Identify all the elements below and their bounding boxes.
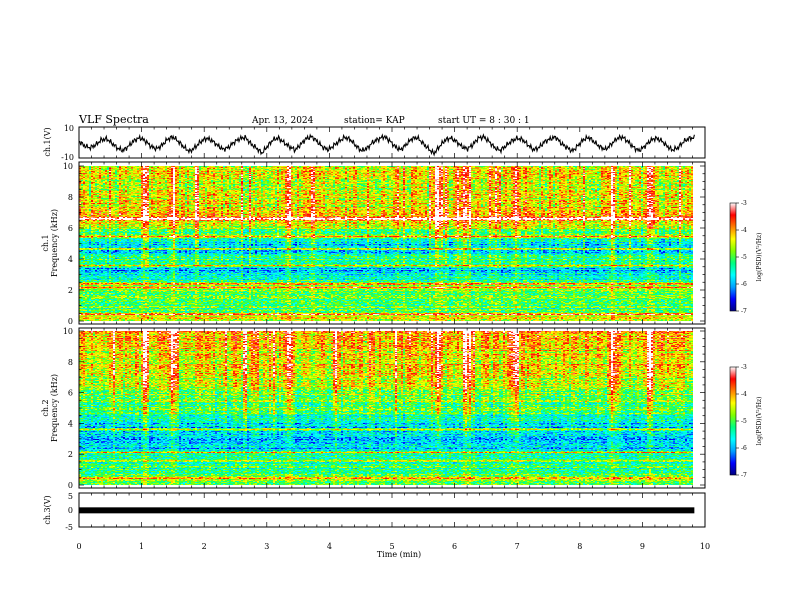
ch1-waveform-panel: 10 -10 ch.1(V) (43, 124, 706, 162)
ch1-spectrogram-panel: 0 2 4 6 8 10 ch.1 Frequency (kHz) (41, 161, 706, 326)
ch3-ytick-mid: 0 (68, 506, 73, 515)
ch1-waveform-xticks (78, 127, 706, 158)
colorbar-tick-label: -6 (741, 445, 747, 452)
time-axis-label: Time (min) (377, 550, 421, 559)
ch2-colorbar: -3 -4 -5 -6 -7 log(PSD)(V²/Hz) (729, 364, 763, 479)
ch1-ytick-top: 10 (64, 124, 74, 133)
colorbar-tick-label: -5 (741, 418, 747, 425)
ch3-waveform-panel: 5 0 -5 ch.3(V) (43, 492, 706, 532)
ch1-spectrogram-image (79, 166, 693, 321)
colorbar-tick-label: -7 (741, 308, 747, 315)
time-tick-label: 5 (389, 542, 394, 551)
ch1-ylabel: ch.1(V) (43, 127, 52, 156)
time-tick-label: 1 (139, 542, 144, 551)
time-axis-tick-labels: 0 1 2 3 4 5 6 7 8 9 10 (76, 542, 710, 551)
ch2-spectrogram-panel: 0 2 4 6 8 10 ch.2 Frequency (kHz) (41, 327, 706, 490)
freq-tick-label: 0 (68, 481, 73, 490)
ch1-colorbar-ticks: -3 -4 -5 -6 -7 (736, 200, 747, 315)
ch3-ytick-bottom: -5 (65, 523, 73, 532)
freq-tick-label: 6 (68, 389, 73, 398)
ch2-colorbar-label: log(PSD)(V²/Hz) (756, 397, 763, 446)
ch2-colorbar-ticks: -3 -4 -5 -6 -7 (736, 364, 747, 479)
freq-tick-label: 10 (63, 327, 73, 336)
colorbar-tick-label: -3 (741, 200, 747, 207)
time-tick-label: 10 (700, 542, 710, 551)
ch3-ytick-top: 5 (68, 492, 73, 501)
colorbar-tick-label: -3 (741, 364, 747, 371)
freq-tick-label: 0 (68, 317, 73, 326)
time-tick-label: 7 (515, 542, 520, 551)
freq-tick-label: 4 (68, 419, 73, 428)
freq-tick-label: 6 (68, 224, 73, 233)
time-tick-label: 0 (76, 542, 81, 551)
ch2-colorbar-ramp (729, 366, 737, 476)
ch2-spectrogram-ylabel-freq: Frequency (kHz) (50, 374, 59, 442)
freq-tick-label: 8 (68, 358, 73, 367)
ch3-waveform-xticks (78, 493, 706, 527)
ch1-spectrogram-yticks: 0 2 4 6 8 10 (63, 162, 705, 326)
ch2-spectrogram-yticks: 0 2 4 6 8 10 (63, 327, 705, 490)
time-tick-label: 8 (577, 542, 582, 551)
ch1-waveform-line (78, 133, 695, 157)
ch1-colorbar: -3 -4 -5 -6 -7 log(PSD)(V²/Hz) (729, 200, 763, 315)
colorbar-tick-label: -5 (741, 254, 747, 261)
figure-title: VLF Spectra (78, 113, 149, 126)
freq-tick-label: 10 (63, 162, 73, 171)
freq-tick-label: 2 (68, 450, 73, 459)
time-tick-label: 4 (327, 542, 332, 551)
time-tick-label: 2 (202, 542, 207, 551)
ch1-spectrogram-ylabel-freq: Frequency (kHz) (50, 209, 59, 277)
ch3-waveform-band (79, 507, 695, 514)
date-label: Apr. 13, 2024 (251, 116, 314, 126)
ch2-spectrogram-image (79, 331, 693, 485)
ch2-spectrogram-ylabel-channel: ch.2 (41, 399, 50, 416)
time-tick-label: 9 (640, 542, 645, 551)
ch1-colorbar-label: log(PSD)(V²/Hz) (756, 233, 763, 282)
freq-tick-label: 4 (68, 255, 73, 264)
start-time-label: start UT = 8 : 30 : 1 (438, 116, 530, 126)
ch1-ytick-bottom: -10 (61, 153, 74, 162)
ch1-colorbar-ramp (729, 202, 737, 312)
colorbar-tick-label: -6 (741, 281, 747, 288)
colorbar-tick-label: -4 (741, 227, 747, 234)
colorbar-tick-label: -7 (741, 472, 747, 479)
ch1-spectrogram-ylabel-channel: ch.1 (41, 234, 50, 251)
ch2-spectrogram-xticks (78, 328, 706, 488)
ch3-ylabel: ch.3(V) (43, 495, 52, 524)
ch1-spectrogram-xticks (78, 162, 706, 324)
freq-tick-label: 8 (68, 193, 73, 202)
colorbar-tick-label: -4 (741, 391, 747, 398)
time-tick-label: 6 (452, 542, 457, 551)
freq-tick-label: 2 (68, 286, 73, 295)
station-label: station= KAP (344, 116, 405, 126)
time-tick-label: 3 (264, 542, 269, 551)
